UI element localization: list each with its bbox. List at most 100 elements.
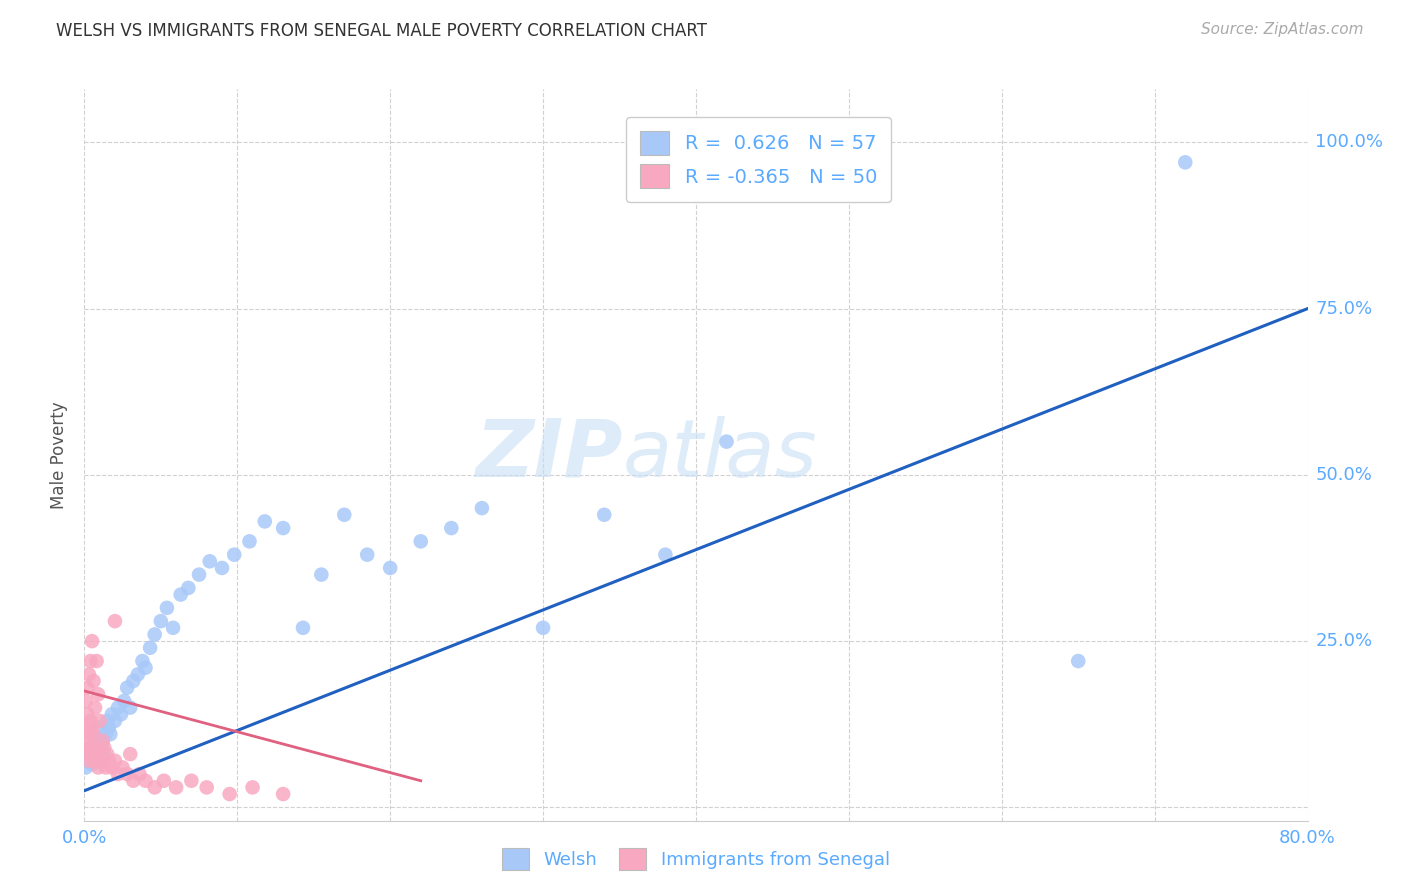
Point	[90, 740, 112, 755]
Point	[80, 757, 103, 772]
Point	[471, 501, 494, 516]
Legend: Welsh, Immigrants from Senegal: Welsh, Immigrants from Senegal	[495, 841, 897, 878]
Point	[96, 747, 118, 761]
Point	[654, 548, 676, 562]
Point	[77, 754, 100, 768]
Point	[131, 654, 153, 668]
Point	[93, 740, 115, 755]
Point	[188, 567, 211, 582]
Point	[83, 673, 105, 688]
Point	[83, 754, 105, 768]
Point	[83, 727, 105, 741]
Point	[593, 508, 616, 522]
Point	[101, 760, 124, 774]
Text: 100.0%: 100.0%	[1315, 134, 1384, 152]
Point	[143, 780, 166, 795]
Point	[84, 740, 107, 755]
Point	[77, 667, 100, 681]
Point	[75, 747, 97, 761]
Text: 25.0%: 25.0%	[1315, 632, 1372, 650]
Point	[87, 760, 110, 774]
Point	[75, 694, 97, 708]
Point	[143, 627, 166, 641]
Point	[91, 734, 114, 748]
Point	[162, 621, 184, 635]
Point	[135, 773, 157, 788]
Point	[356, 548, 378, 562]
Point	[86, 747, 108, 761]
Point	[84, 700, 107, 714]
Point	[180, 773, 202, 788]
Point	[122, 673, 145, 688]
Point	[380, 561, 402, 575]
Point	[80, 634, 103, 648]
Point	[139, 640, 162, 655]
Text: atlas: atlas	[623, 416, 817, 494]
Point	[716, 434, 738, 449]
Point	[104, 614, 127, 628]
Point	[89, 747, 111, 761]
Point	[76, 707, 98, 722]
Point	[224, 548, 246, 562]
Point	[238, 534, 260, 549]
Point	[76, 747, 98, 761]
Point	[170, 588, 193, 602]
Point	[94, 760, 117, 774]
Point	[77, 754, 100, 768]
Point	[77, 727, 100, 741]
Point	[112, 694, 135, 708]
Point	[165, 780, 187, 795]
Point	[98, 727, 121, 741]
Point	[333, 508, 356, 522]
Point	[242, 780, 264, 795]
Point	[84, 734, 107, 748]
Point	[80, 727, 103, 741]
Point	[135, 661, 157, 675]
Point	[409, 534, 432, 549]
Y-axis label: Male Poverty: Male Poverty	[51, 401, 69, 508]
Point	[1067, 654, 1090, 668]
Point	[156, 600, 179, 615]
Point	[1174, 155, 1197, 169]
Point	[104, 754, 127, 768]
Point	[107, 767, 129, 781]
Point	[87, 721, 110, 735]
Point	[96, 714, 118, 728]
Point	[97, 721, 120, 735]
Point	[111, 760, 134, 774]
Point	[76, 681, 98, 695]
Text: 75.0%: 75.0%	[1315, 300, 1372, 318]
Point	[107, 700, 129, 714]
Point	[79, 740, 101, 755]
Point	[79, 740, 101, 755]
Point	[91, 734, 114, 748]
Text: ZIP: ZIP	[475, 416, 623, 494]
Point	[120, 700, 142, 714]
Point	[80, 721, 103, 735]
Point	[195, 780, 218, 795]
Point	[86, 654, 108, 668]
Point	[93, 747, 115, 761]
Point	[90, 754, 112, 768]
Point	[198, 554, 221, 568]
Point	[122, 773, 145, 788]
Point	[128, 767, 150, 781]
Point	[271, 787, 294, 801]
Text: 50.0%: 50.0%	[1315, 466, 1372, 483]
Point	[127, 667, 149, 681]
Point	[271, 521, 294, 535]
Point	[153, 773, 176, 788]
Point	[76, 734, 98, 748]
Point	[531, 621, 554, 635]
Point	[89, 754, 111, 768]
Point	[87, 687, 110, 701]
Point	[311, 567, 333, 582]
Point	[104, 714, 127, 728]
Point	[253, 515, 276, 529]
Point	[149, 614, 172, 628]
Point	[115, 767, 138, 781]
Text: WELSH VS IMMIGRANTS FROM SENEGAL MALE POVERTY CORRELATION CHART: WELSH VS IMMIGRANTS FROM SENEGAL MALE PO…	[56, 22, 707, 40]
Point	[83, 754, 105, 768]
Point	[75, 721, 97, 735]
Point	[86, 747, 108, 761]
